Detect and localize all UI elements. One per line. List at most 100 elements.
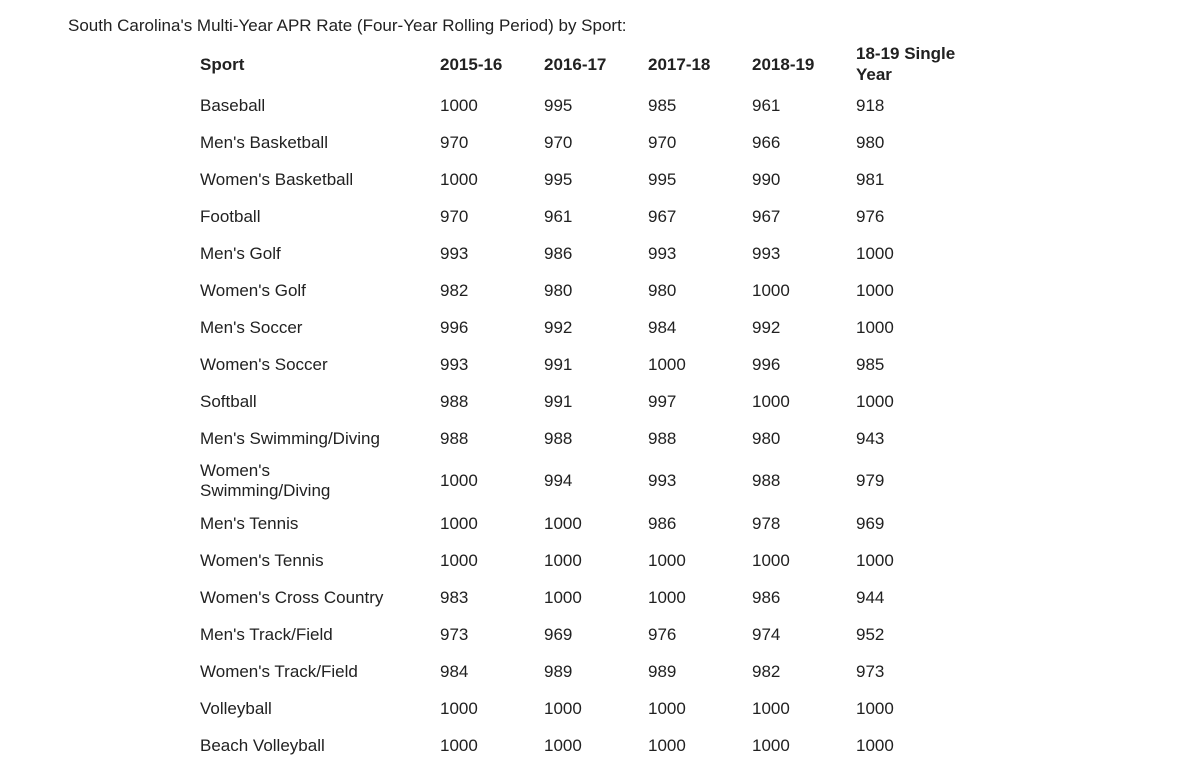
sport-name-cell: Women's Basketball (200, 169, 354, 189)
apr-value-cell: 1000 (544, 587, 582, 607)
apr-value-cell: 991 (544, 354, 573, 374)
table-row: Men's Soccer 996 992 984 992 1000 (200, 309, 978, 346)
table-row: Volleyball 1000 1000 1000 1000 1000 (200, 690, 978, 727)
apr-value-cell: 993 (648, 471, 677, 490)
table-row: Men's Golf 993 986 993 993 1000 (200, 235, 978, 272)
apr-value-cell: 991 (544, 391, 573, 411)
apr-value-cell: 966 (752, 132, 781, 152)
sport-name-cell: Football (200, 206, 261, 226)
apr-value-cell: 973 (856, 661, 885, 681)
apr-value-cell: 990 (752, 169, 781, 189)
apr-value-cell: 980 (752, 428, 781, 448)
table-row: Football 970 961 967 967 976 (200, 198, 978, 235)
sport-name-cell: Women's Swimming/Diving (200, 461, 331, 500)
apr-value-cell: 979 (856, 471, 885, 490)
apr-value-cell: 982 (752, 661, 781, 681)
sport-name-cell: Men's Track/Field (200, 624, 333, 644)
apr-value-cell: 970 (440, 206, 469, 226)
apr-value-cell: 994 (544, 471, 573, 490)
apr-value-cell: 976 (856, 206, 885, 226)
apr-value-cell: 980 (648, 280, 677, 300)
apr-value-cell: 961 (752, 95, 781, 115)
apr-value-cell: 1000 (440, 169, 478, 189)
apr-value-cell: 1000 (856, 735, 894, 755)
apr-value-cell: 980 (544, 280, 573, 300)
apr-value-cell: 1000 (752, 698, 790, 718)
table-row: Women's Cross Country 983 1000 1000 986 944 (200, 579, 978, 616)
apr-value-cell: 1000 (440, 471, 478, 490)
apr-value-cell: 1000 (544, 513, 582, 533)
sport-name-cell: Baseball (200, 95, 266, 115)
apr-value-cell: 989 (648, 661, 677, 681)
apr-value-cell: 1000 (440, 513, 478, 533)
table-row: Men's Swimming/Diving 988 988 988 980 943 (200, 420, 978, 457)
apr-value-cell: 992 (544, 317, 573, 337)
apr-table-header-row: Sport 2015-16 2016-17 2017-18 2018-19 18-19 S… (200, 41, 978, 87)
apr-value-cell: 1000 (856, 698, 894, 718)
sport-name-cell: Women's Track/Field (200, 661, 358, 681)
apr-value-cell: 996 (440, 317, 469, 337)
apr-value-cell: 967 (648, 206, 677, 226)
apr-value-cell: 986 (752, 587, 781, 607)
apr-value-cell: 970 (440, 132, 469, 152)
apr-value-cell: 1000 (752, 735, 790, 755)
sport-name-cell: Women's Golf (200, 280, 306, 300)
apr-value-cell: 988 (440, 428, 469, 448)
apr-value-cell: 1000 (440, 95, 478, 115)
apr-value-cell: 988 (544, 428, 573, 448)
apr-value-cell: 986 (648, 513, 677, 533)
table-row: Men's Tennis 1000 1000 986 978 969 (200, 505, 978, 542)
apr-value-cell: 997 (648, 391, 677, 411)
table-row: Women's Track/Field 984 989 989 982 973 (200, 653, 978, 690)
apr-value-cell: 974 (752, 624, 781, 644)
column-header-18-19-single-year: 18-19 Single Year (856, 44, 956, 84)
table-row: Men's Track/Field 973 969 976 974 952 (200, 616, 978, 653)
table-row: Beach Volleyball 1000 1000 1000 1000 1000 (200, 727, 978, 764)
sport-name-cell: Men's Tennis (200, 513, 299, 533)
apr-value-cell: 1000 (440, 735, 478, 755)
apr-value-cell: 1000 (752, 550, 790, 570)
table-row: Women's Golf 982 980 980 1000 1000 (200, 272, 978, 309)
apr-value-cell: 986 (544, 243, 573, 263)
apr-value-cell: 918 (856, 95, 885, 115)
sport-name-cell: Men's Swimming/Diving (200, 428, 380, 448)
table-row: Women's Basketball 1000 995 995 990 981 (200, 161, 978, 198)
apr-value-cell: 993 (648, 243, 677, 263)
sport-name-cell: Softball (200, 391, 257, 411)
apr-value-cell: 983 (440, 587, 469, 607)
sport-name-cell: Beach Volleyball (200, 735, 325, 755)
apr-value-cell: 1000 (648, 735, 686, 755)
apr-value-cell: 985 (648, 95, 677, 115)
apr-value-cell: 984 (648, 317, 677, 337)
apr-value-cell: 976 (648, 624, 677, 644)
column-header-2018-19: 2018-19 (752, 54, 815, 74)
apr-value-cell: 980 (856, 132, 885, 152)
apr-value-cell: 988 (440, 391, 469, 411)
apr-value-cell: 1000 (856, 391, 894, 411)
apr-value-cell: 982 (440, 280, 469, 300)
apr-value-cell: 993 (440, 243, 469, 263)
apr-value-cell: 993 (752, 243, 781, 263)
table-row: Women's Soccer 993 991 1000 996 985 (200, 346, 978, 383)
sport-name-cell: Women's Soccer (200, 354, 328, 374)
apr-value-cell: 996 (752, 354, 781, 374)
apr-value-cell: 1000 (544, 735, 582, 755)
sport-name-cell: Men's Soccer (200, 317, 303, 337)
apr-value-cell: 952 (856, 624, 885, 644)
apr-value-cell: 961 (544, 206, 573, 226)
apr-value-cell: 1000 (856, 550, 894, 570)
apr-value-cell: 944 (856, 587, 885, 607)
apr-value-cell: 1000 (648, 698, 686, 718)
sport-name-cell: Men's Golf (200, 243, 281, 263)
apr-value-cell: 1000 (648, 550, 686, 570)
sport-name-cell: Women's Tennis (200, 550, 324, 570)
apr-value-cell: 969 (856, 513, 885, 533)
apr-value-cell: 981 (856, 169, 885, 189)
apr-value-cell: 970 (648, 132, 677, 152)
apr-value-cell: 1000 (544, 698, 582, 718)
column-header-2016-17: 2016-17 (544, 54, 607, 74)
sport-name-cell: Men's Basketball (200, 132, 328, 152)
apr-value-cell: 984 (440, 661, 469, 681)
apr-value-cell: 1000 (856, 243, 894, 263)
